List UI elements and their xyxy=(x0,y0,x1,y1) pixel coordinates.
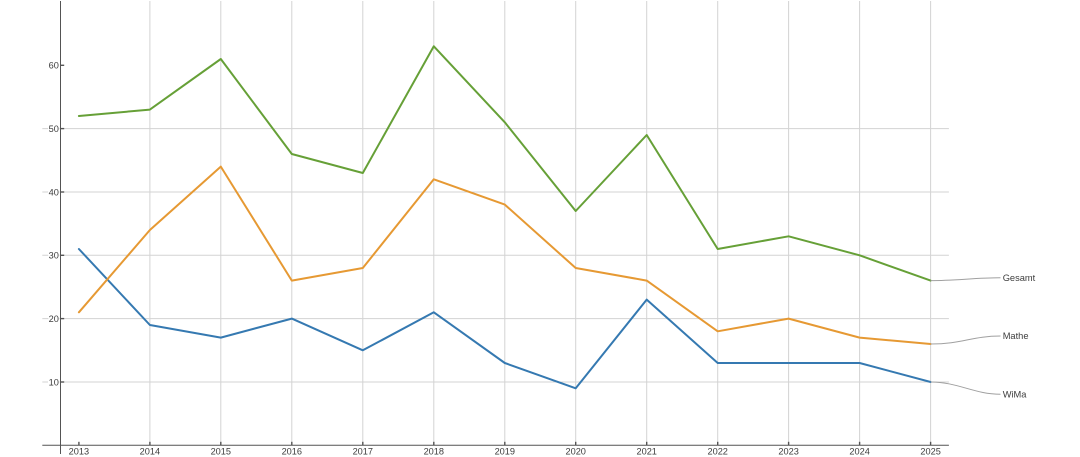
svg-text:60: 60 xyxy=(49,61,59,71)
svg-text:2017: 2017 xyxy=(353,447,373,457)
svg-text:2018: 2018 xyxy=(424,447,444,457)
svg-text:30: 30 xyxy=(49,251,59,261)
svg-text:2025: 2025 xyxy=(920,447,940,457)
svg-text:40: 40 xyxy=(49,187,59,197)
svg-text:20: 20 xyxy=(49,314,59,324)
svg-text:2024: 2024 xyxy=(849,447,869,457)
svg-text:2014: 2014 xyxy=(140,447,160,457)
svg-text:2021: 2021 xyxy=(636,447,656,457)
svg-text:Mathe: Mathe xyxy=(1003,331,1029,341)
svg-text:WiMa: WiMa xyxy=(1003,390,1028,400)
svg-text:2015: 2015 xyxy=(211,447,231,457)
svg-text:2019: 2019 xyxy=(495,447,515,457)
svg-text:2016: 2016 xyxy=(282,447,302,457)
svg-text:2020: 2020 xyxy=(565,447,585,457)
svg-text:50: 50 xyxy=(49,124,59,134)
svg-text:2023: 2023 xyxy=(778,447,798,457)
svg-text:2022: 2022 xyxy=(707,447,727,457)
svg-text:2013: 2013 xyxy=(69,447,89,457)
svg-text:10: 10 xyxy=(49,377,59,387)
svg-text:Gesamt: Gesamt xyxy=(1003,273,1036,283)
